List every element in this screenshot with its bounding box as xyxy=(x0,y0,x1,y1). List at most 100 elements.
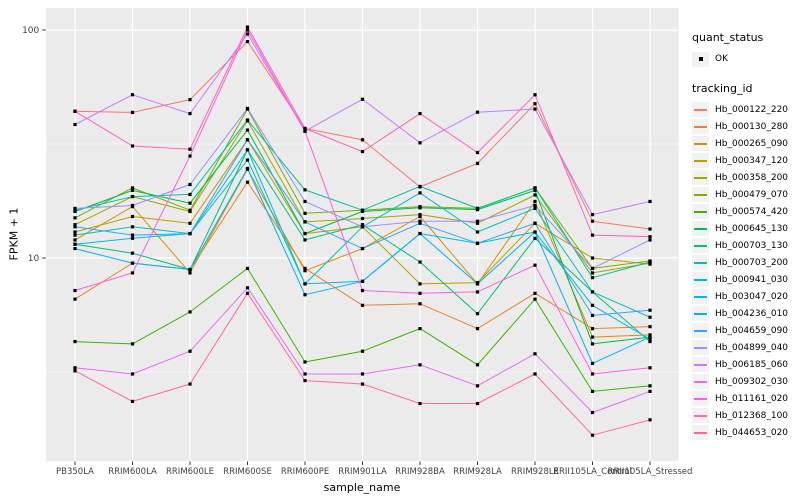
data-point xyxy=(188,154,192,158)
data-point xyxy=(533,93,537,97)
legend-item-label: Hb_000347_120 xyxy=(715,155,789,166)
data-point xyxy=(303,266,307,271)
data-point xyxy=(303,378,307,383)
x-tick-label: RRIM600LE xyxy=(166,467,214,477)
legend-item: Hb_000703_130 xyxy=(692,237,800,254)
data-point xyxy=(418,206,422,210)
data-point xyxy=(648,335,652,339)
data-point xyxy=(73,206,77,211)
x-tick-label: RRIM600PE xyxy=(281,467,329,477)
data-point xyxy=(130,186,135,190)
data-point xyxy=(648,308,652,312)
data-point xyxy=(73,369,77,373)
legend-item: Hb_011161_020 xyxy=(692,390,800,407)
data-point xyxy=(648,339,652,344)
data-point xyxy=(418,401,422,406)
data-point xyxy=(533,186,537,190)
legend-key-line-icon xyxy=(692,221,709,236)
legend-item-label: Hb_000265_090 xyxy=(715,138,789,149)
data-point xyxy=(188,267,192,272)
data-point xyxy=(648,227,652,231)
data-point xyxy=(73,216,77,220)
data-point xyxy=(130,225,135,229)
data-point xyxy=(418,291,422,295)
data-point xyxy=(418,219,422,223)
data-point xyxy=(590,290,595,294)
x-tick-label: PB350LA xyxy=(56,467,94,477)
data-point xyxy=(130,399,135,403)
data-point xyxy=(188,271,192,275)
data-point xyxy=(475,230,480,234)
data-point xyxy=(73,225,77,229)
legend-key-line-icon xyxy=(692,357,709,372)
x-tick-label: RRIM928LA xyxy=(453,467,502,477)
data-point xyxy=(475,206,480,211)
data-point xyxy=(73,233,77,237)
data-point xyxy=(130,233,135,237)
data-point xyxy=(73,208,77,212)
data-point xyxy=(475,221,480,225)
legend-item-label: Hb_004236_010 xyxy=(715,308,789,319)
data-point xyxy=(130,194,135,199)
data-point xyxy=(590,276,595,280)
x-tick-label: RRIM928LE xyxy=(511,467,559,477)
x-tick-label: RRIM901LA xyxy=(338,467,387,477)
data-point xyxy=(188,201,192,205)
legend-item-label: Hb_000703_130 xyxy=(715,240,789,251)
data-point xyxy=(130,93,135,97)
data-point xyxy=(303,231,307,236)
x-tick-label: RRII105LA_Stressed xyxy=(608,467,693,477)
data-point xyxy=(475,110,480,114)
data-point xyxy=(475,312,480,316)
data-point xyxy=(303,269,307,273)
data-point xyxy=(360,288,365,293)
data-point xyxy=(533,188,537,192)
data-point xyxy=(73,230,77,234)
legend-key-line-icon xyxy=(692,136,709,151)
data-point xyxy=(475,384,480,388)
data-point xyxy=(245,286,250,290)
data-point xyxy=(303,282,307,286)
data-point xyxy=(533,236,537,240)
data-point xyxy=(303,126,307,131)
data-point xyxy=(533,372,537,376)
data-point xyxy=(73,297,77,301)
x-tick-label: RRIM600LA xyxy=(108,467,157,477)
data-point xyxy=(188,111,192,116)
data-point xyxy=(245,148,250,152)
data-point xyxy=(590,256,595,260)
data-point xyxy=(73,223,77,227)
legend-item: Hb_000122_220 xyxy=(692,101,800,118)
data-point xyxy=(475,290,480,294)
data-point xyxy=(130,110,135,115)
legend-key-line-icon xyxy=(692,323,709,338)
data-point xyxy=(73,246,77,251)
data-point xyxy=(533,193,537,197)
data-point xyxy=(188,382,192,386)
data-point xyxy=(475,363,480,367)
legend-item: Hb_000703_200 xyxy=(692,254,800,271)
legend-tracking-id-items: Hb_000122_220 Hb_000130_280 Hb_000265_090 H… xyxy=(692,101,800,441)
data-point xyxy=(360,382,365,386)
data-point xyxy=(648,366,652,370)
data-point xyxy=(533,107,537,111)
y-axis-title: FPKM + 1 xyxy=(7,207,21,261)
data-point xyxy=(245,106,250,111)
legend-item-label: Hb_000130_280 xyxy=(715,121,789,132)
data-point xyxy=(533,206,537,211)
data-point xyxy=(245,266,250,271)
data-point xyxy=(188,221,192,225)
data-point xyxy=(303,188,307,192)
legend-item: Hb_004659_090 xyxy=(692,322,800,339)
data-point xyxy=(360,279,365,283)
data-point xyxy=(648,260,652,264)
legend-key-line-icon xyxy=(692,204,709,219)
legend-item: Hb_000574_420 xyxy=(692,203,800,220)
data-point xyxy=(533,203,537,208)
data-point xyxy=(303,372,307,376)
data-point xyxy=(130,214,135,219)
data-point xyxy=(418,327,422,331)
data-point xyxy=(245,25,250,29)
